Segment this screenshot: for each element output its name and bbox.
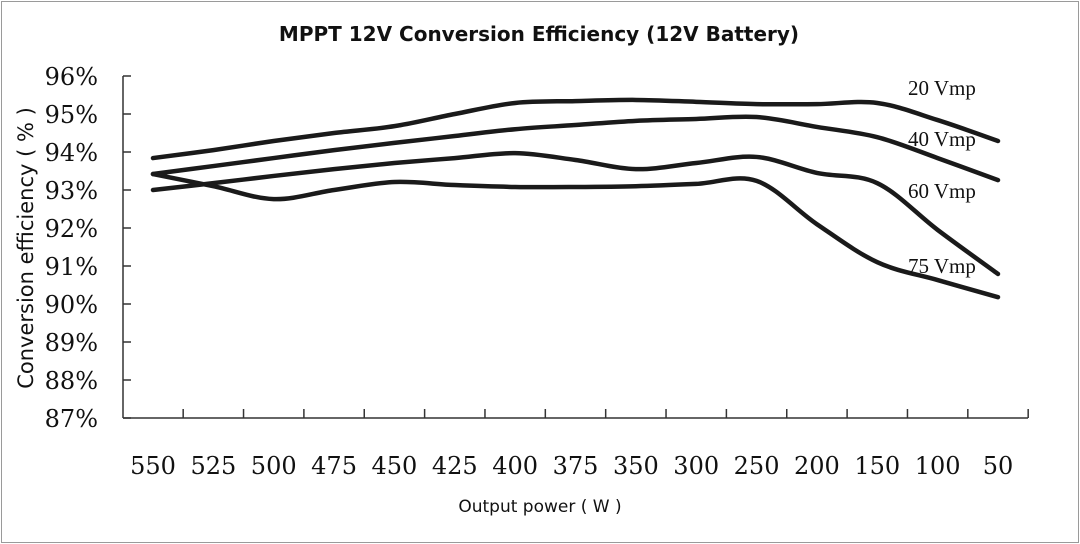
x-tick-label: 200 <box>794 452 840 480</box>
x-tick-label: 50 <box>983 452 1014 480</box>
y-tick-label: 94% <box>45 139 98 167</box>
x-tick-label: 150 <box>854 452 900 480</box>
series-label: 60 Vmp <box>908 179 976 203</box>
series-line-60-vmp <box>150 150 1001 277</box>
y-tick-label: 93% <box>45 177 98 205</box>
x-axis-label: Output power ( W ) <box>458 497 621 517</box>
series-line-75-vmp <box>150 171 1001 300</box>
x-tick-label: 550 <box>130 452 176 480</box>
x-tick-label: 475 <box>311 452 357 480</box>
x-tick-label: 500 <box>251 452 297 480</box>
x-tick-label: 450 <box>372 452 418 480</box>
y-tick-label: 88% <box>45 367 98 395</box>
x-tick-label: 525 <box>190 452 236 480</box>
series-label: 75 Vmp <box>908 254 976 278</box>
x-tick-label: 100 <box>915 452 961 480</box>
chart-title: MPPT 12V Conversion Efficiency (12V Batt… <box>279 22 799 46</box>
y-tick-label: 87% <box>45 405 98 433</box>
y-axis-label: Conversion efficiency ( % ) <box>14 107 38 389</box>
series-label: 20 Vmp <box>908 76 976 100</box>
series-label: 40 Vmp <box>908 127 976 151</box>
y-tick-label: 96% <box>45 63 98 91</box>
y-tick-label: 95% <box>45 101 98 129</box>
series-line-40-vmp <box>150 114 1001 183</box>
x-tick-label: 425 <box>432 452 478 480</box>
y-tick-label: 91% <box>45 253 98 281</box>
x-tick-label: 300 <box>673 452 719 480</box>
y-tick-label: 90% <box>45 291 98 319</box>
x-tick-label: 400 <box>492 452 538 480</box>
x-tick-label: 250 <box>734 452 780 480</box>
x-tick-label: 375 <box>553 452 599 480</box>
y-tick-label: 89% <box>45 329 98 357</box>
x-tick-label: 350 <box>613 452 659 480</box>
series-line-20-vmp <box>150 97 1001 161</box>
y-tick-label: 92% <box>45 215 98 243</box>
